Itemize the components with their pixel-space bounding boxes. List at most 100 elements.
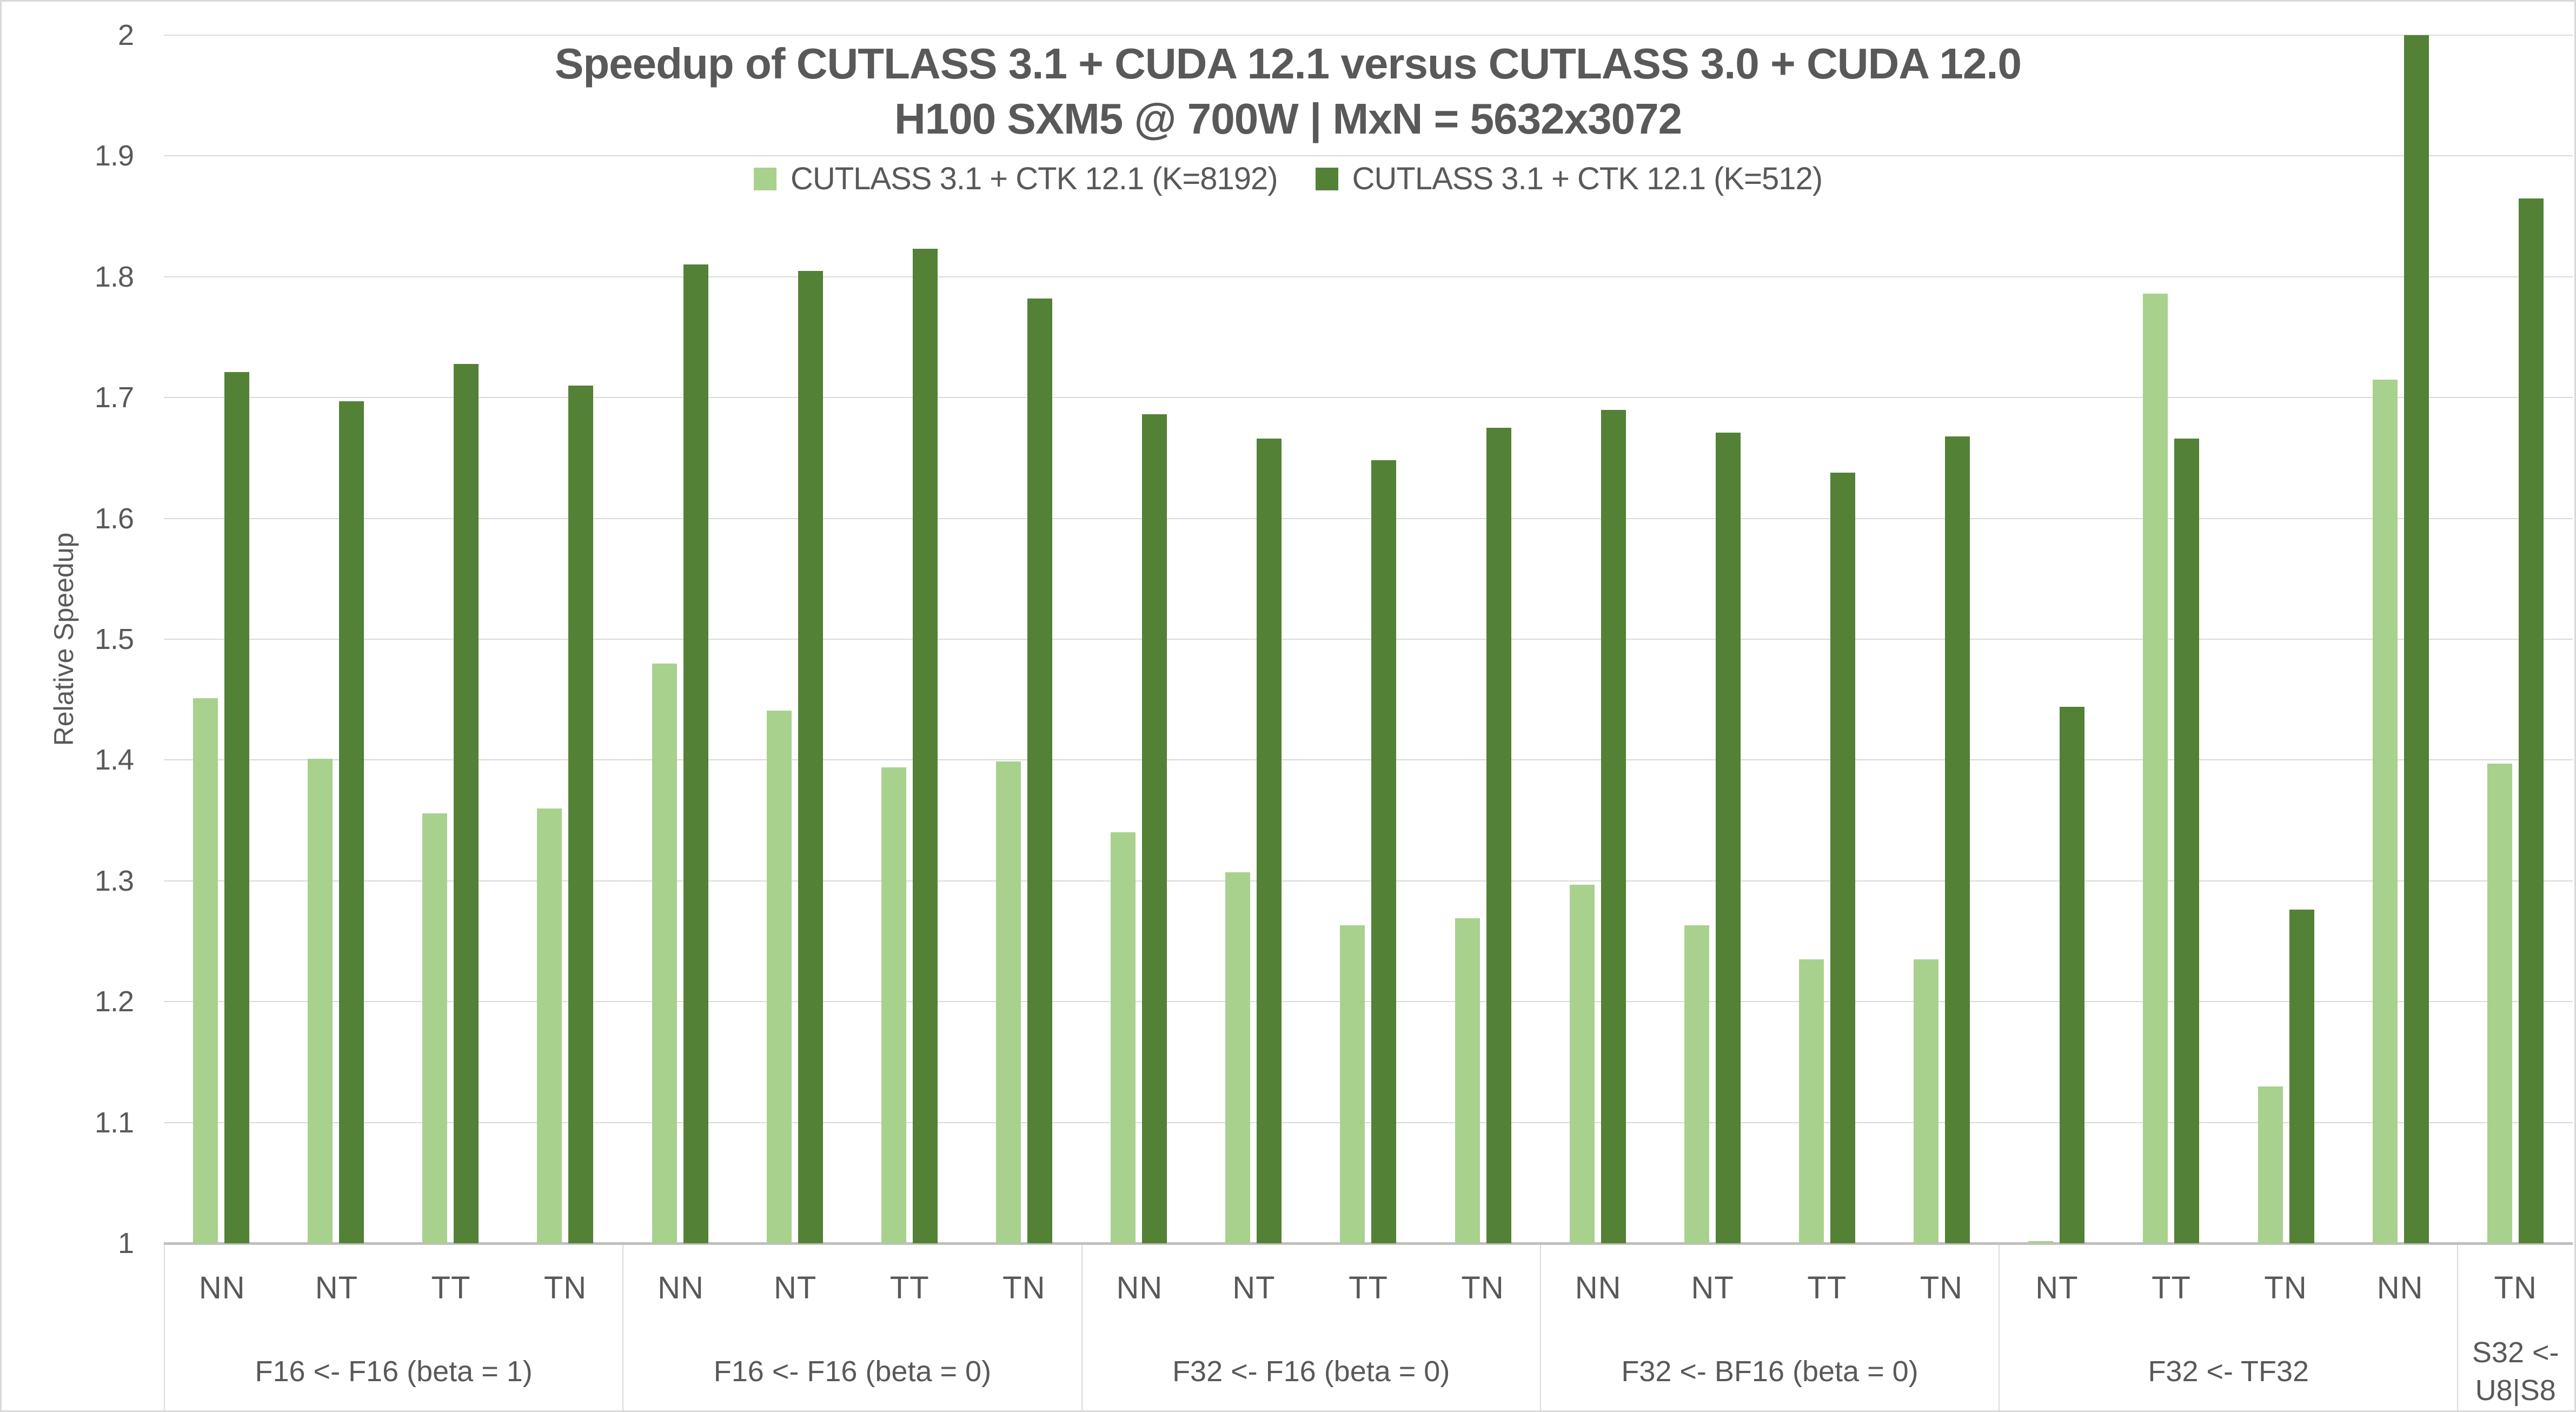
bar-k8192 (1225, 872, 1251, 1243)
category-tick-label: NN (2376, 1270, 2424, 1305)
category-slot (2343, 35, 2458, 1243)
bar-k8192 (996, 761, 1021, 1243)
bar-k512 (2518, 198, 2544, 1243)
legend-label: CUTLASS 3.1 + CTK 12.1 (K=512) (1352, 161, 1823, 196)
chart-title: Speedup of CUTLASS 3.1 + CUDA 12.1 versu… (2, 36, 2574, 147)
y-tick-label: 1.7 (94, 381, 134, 414)
category-group: NN NT TT TN F16 <- F16 (beta = 1) (164, 1245, 622, 1412)
category-tick-label: TN (2494, 1270, 2537, 1305)
bar-k8192 (652, 663, 677, 1243)
legend: CUTLASS 3.1 + CTK 12.1 (K=8192) CUTLASS 3… (2, 161, 2574, 197)
category-tick-label: NT (315, 1270, 358, 1305)
category-slot (967, 35, 1081, 1243)
category-tick-label: NN (1575, 1270, 1622, 1305)
category-slot (508, 35, 622, 1243)
bar-k8192 (537, 808, 562, 1243)
y-tick-label: 1.8 (94, 260, 134, 293)
category-tick-label: NN (1116, 1270, 1163, 1305)
bar-k8192 (1799, 959, 1824, 1243)
bar-k8192 (2143, 294, 2168, 1243)
bar-k512 (1486, 428, 1511, 1243)
y-axis-title: Relative Speedup (49, 532, 79, 746)
y-tick-label: 1 (117, 1227, 134, 1259)
legend-swatch-dark-icon (1315, 167, 1338, 190)
bar-k512 (1830, 472, 1856, 1243)
category-slot (1884, 35, 1999, 1243)
legend-swatch-light-icon (753, 167, 776, 190)
category-axis-band: NN NT TT TN F16 <- F16 (beta = 1) NN NT TT TN F16… (164, 1243, 2573, 1412)
y-tick-label: 1.2 (94, 985, 134, 1018)
gridline (164, 1242, 2573, 1244)
category-tick-label: TT (1349, 1270, 1388, 1305)
bar-k8192 (2028, 1241, 2054, 1243)
bar-series-area (164, 35, 2573, 1243)
category-tick-label: TN (1461, 1270, 1504, 1305)
bar-k8192 (2258, 1086, 2283, 1243)
category-slot (393, 35, 508, 1243)
y-tick-label: 1.9 (94, 140, 134, 173)
gridline (164, 397, 2573, 399)
category-group-label: F32 <- TF32 (2148, 1355, 2309, 1388)
chart-title-line1: Speedup of CUTLASS 3.1 + CUDA 12.1 versu… (554, 39, 2022, 88)
category-tick-label: NT (2035, 1270, 2079, 1305)
y-tick-label: 1.4 (94, 744, 134, 777)
category-slot (2458, 35, 2573, 1243)
category-slot (2114, 35, 2228, 1243)
y-tick-label: 1.5 (94, 623, 134, 655)
bar-k512 (224, 372, 250, 1243)
category-slot (1999, 35, 2114, 1243)
category-tick-label: TT (889, 1270, 930, 1305)
category-tick-label: NN (658, 1270, 704, 1305)
category-slot (1770, 35, 1884, 1243)
category-group: NN NT TT TN F32 <- BF16 (beta = 0) (1539, 1245, 1999, 1412)
category-tick-label: NT (1232, 1270, 1276, 1305)
category-tick-label: TN (1920, 1270, 1963, 1305)
bar-k512 (1027, 299, 1053, 1243)
bar-k8192 (1455, 918, 1480, 1243)
legend-item: CUTLASS 3.1 + CTK 12.1 (K=8192) (753, 161, 1278, 197)
gridline (164, 1001, 2573, 1003)
category-tick-label: TT (1807, 1270, 1847, 1305)
bar-k8192 (2372, 379, 2398, 1243)
category-tick-label: NN (198, 1270, 245, 1305)
chart-title-line2: H100 SXM5 @ 700W | MxN = 5632x3072 (894, 95, 1682, 143)
category-tick-row: NN NT TT TN (623, 1245, 1081, 1330)
gridline (164, 35, 2573, 36)
category-group-label: F16 <- F16 (beta = 1) (255, 1355, 533, 1388)
gridline (164, 1122, 2573, 1123)
category-tick-label: TT (431, 1270, 471, 1305)
bar-k512 (798, 270, 823, 1243)
category-group: NN NT TT TN F16 <- F16 (beta = 0) (622, 1245, 1081, 1412)
category-slot (278, 35, 393, 1243)
gridline (164, 639, 2573, 640)
bar-k512 (912, 249, 938, 1243)
category-slot (1311, 35, 1425, 1243)
bar-k512 (1945, 436, 1970, 1243)
bar-k8192 (422, 813, 448, 1243)
category-group: TN S32 <- U8|S8 (2457, 1245, 2573, 1412)
category-slot (164, 35, 278, 1243)
category-slot (1426, 35, 1541, 1243)
bar-k8192 (308, 759, 333, 1243)
bar-k512 (1371, 460, 1397, 1243)
category-group: NT TT TN NN F32 <- TF32 (1999, 1245, 2457, 1412)
bar-k512 (1142, 414, 1167, 1243)
category-tick-row: NN NT TT TN (1083, 1245, 1540, 1330)
category-tick-label: NT (773, 1270, 817, 1305)
bar-k8192 (1569, 884, 1595, 1243)
category-tick-label: TN (543, 1270, 587, 1305)
bar-k512 (568, 385, 594, 1243)
category-tick-label: TN (2264, 1270, 2307, 1305)
bar-k8192 (1340, 925, 1365, 1243)
bar-k8192 (1914, 959, 1939, 1243)
category-slot (852, 35, 967, 1243)
y-tick-label: 2 (117, 19, 134, 51)
bar-k512 (2060, 707, 2085, 1243)
category-tick-row: TN (2458, 1245, 2573, 1330)
category-tick-row: NN NT TT TN (165, 1245, 622, 1330)
category-slot (738, 35, 852, 1243)
plot-area (164, 35, 2573, 1244)
category-slot (1196, 35, 1311, 1243)
bar-k512 (1715, 433, 1741, 1243)
bar-k8192 (766, 710, 792, 1243)
